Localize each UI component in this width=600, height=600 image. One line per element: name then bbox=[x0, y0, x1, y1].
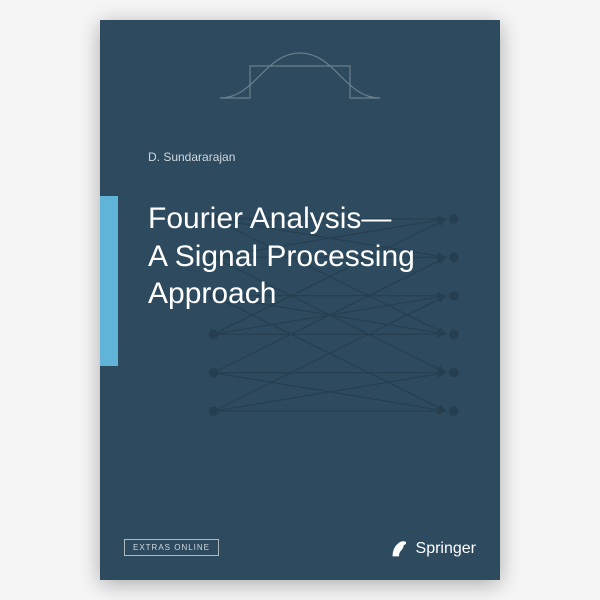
publisher-block: Springer bbox=[388, 538, 476, 560]
springer-horse-icon bbox=[388, 538, 410, 560]
author-name: D. Sundararajan bbox=[148, 150, 235, 164]
title-line: Fourier Analysis— bbox=[148, 202, 391, 235]
book-cover: D. Sundararajan Fourier Analysis— A Sign… bbox=[100, 20, 500, 580]
title-line: Approach bbox=[148, 277, 276, 310]
publisher-name: Springer bbox=[416, 540, 476, 558]
extras-badge: EXTRAS ONLINE bbox=[124, 539, 219, 556]
title-line: A Signal Processing bbox=[148, 240, 415, 273]
window-curve-graphic bbox=[220, 48, 380, 108]
book-title: Fourier Analysis— A Signal Processing Ap… bbox=[148, 200, 470, 313]
